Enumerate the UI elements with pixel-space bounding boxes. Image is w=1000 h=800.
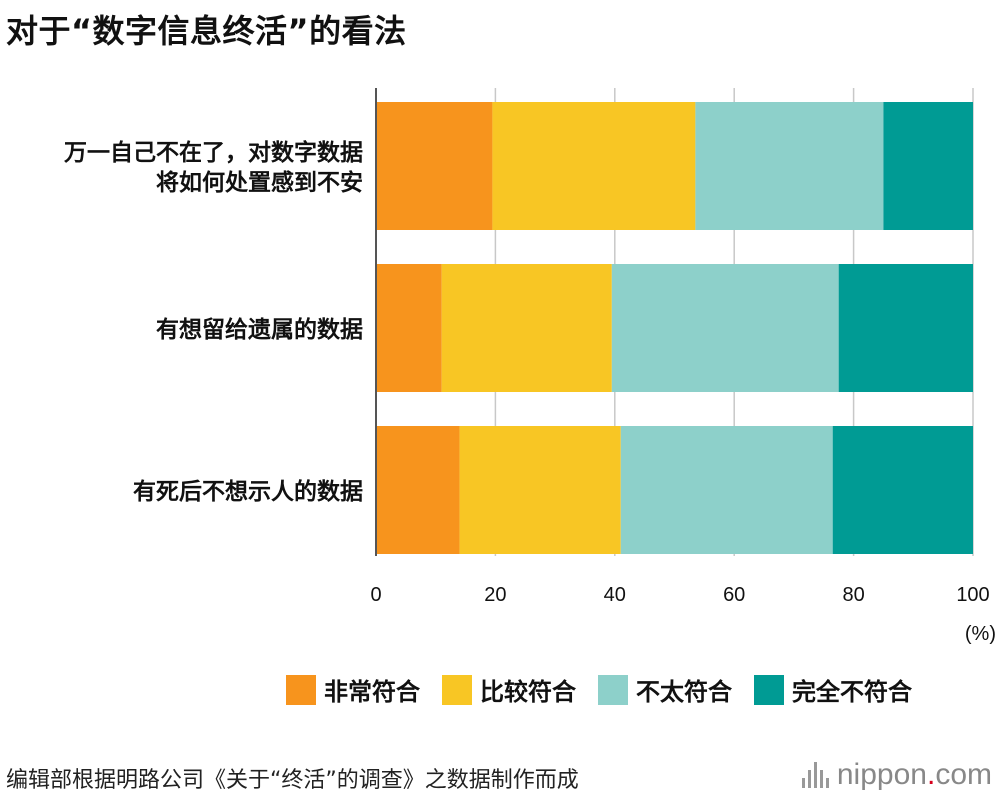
- logo-bars-icon: [801, 762, 829, 788]
- logo-text-main: nippon: [836, 758, 927, 791]
- x-axis-unit: (%): [965, 623, 996, 645]
- source-note: 编辑部根据明路公司《关于“终活”的调查》之数据制作而成: [6, 768, 579, 793]
- bar-segment: [492, 102, 696, 230]
- x-tick-label: 100: [956, 584, 989, 606]
- chart-legend: 非常符合 比较符合 不太符合 完全不符合: [286, 672, 912, 707]
- legend-label: 不太符合: [636, 678, 732, 706]
- x-tick-label: 20: [484, 584, 506, 606]
- legend-item: 完全不符合: [754, 672, 912, 707]
- x-tick-label: 40: [604, 584, 626, 606]
- bar-segment: [376, 102, 493, 230]
- legend-item: 比较符合: [442, 672, 576, 707]
- legend-swatch: [598, 674, 628, 705]
- bar-segment: [832, 426, 973, 554]
- legend-item: 不太符合: [598, 672, 732, 707]
- bar-segment: [376, 426, 460, 554]
- bar-segment: [441, 264, 612, 392]
- x-tick-label: 0: [370, 584, 381, 606]
- bar-segment: [620, 426, 833, 554]
- legend-item: 非常符合: [286, 672, 420, 707]
- category-label: 万一自己不在了，对数字数据: [64, 139, 363, 166]
- legend-swatch: [286, 674, 316, 705]
- legend-label: 非常符合: [324, 678, 420, 706]
- category-label: 将如何处置感到不安: [156, 169, 363, 196]
- x-tick-label: 80: [842, 584, 864, 606]
- stacked-bar-chart: 万一自己不在了，对数字数据将如何处置感到不安有想留给遗属的数据有死后不想示人的数…: [64, 88, 996, 645]
- chart-title: 对于“数字信息终活”的看法: [6, 12, 407, 50]
- logo-text-dot: .: [926, 758, 936, 791]
- legend-swatch: [754, 674, 784, 705]
- legend-label: 比较符合: [480, 678, 576, 706]
- legend-label: 完全不符合: [792, 678, 912, 706]
- x-tick-label: 60: [723, 584, 745, 606]
- bar-segment: [695, 102, 884, 230]
- bar-segment: [611, 264, 839, 392]
- bar-segment: [459, 426, 621, 554]
- logo-text-suffix: com: [935, 758, 992, 791]
- bar-segment: [376, 264, 442, 392]
- nippon-logo: nippon. com: [801, 758, 992, 792]
- bar-segment: [838, 264, 973, 392]
- category-label: 有想留给遗属的数据: [156, 316, 363, 343]
- legend-swatch: [442, 674, 472, 705]
- category-label: 有死后不想示人的数据: [133, 478, 363, 505]
- bar-segment: [883, 102, 973, 230]
